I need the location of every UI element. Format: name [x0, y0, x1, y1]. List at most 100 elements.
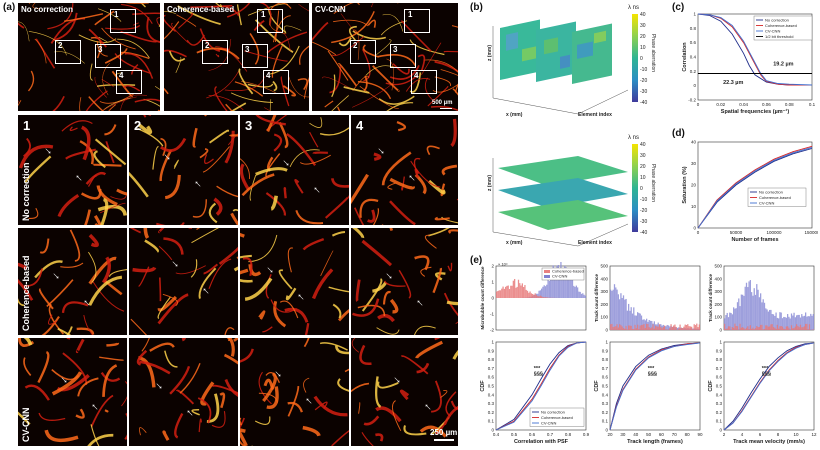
histogram-bar — [754, 328, 757, 330]
scale-bar-zoom — [434, 439, 454, 441]
histogram-bar — [740, 294, 742, 330]
histogram-bar — [689, 326, 691, 330]
histogram-bar — [744, 286, 746, 330]
x-tick-label: 90 — [697, 432, 703, 437]
histogram-bar — [661, 325, 663, 330]
histogram-bar — [551, 274, 553, 298]
histogram-bar — [544, 286, 547, 298]
histogram-bar — [628, 325, 630, 330]
histogram-bar — [736, 302, 739, 330]
histogram-bar — [635, 328, 637, 330]
colorbar-tick: -40 — [640, 230, 648, 236]
histogram-bar — [644, 320, 646, 330]
aberration-layer — [498, 178, 628, 208]
zoom-image-cv-cnn-roi-3 — [240, 338, 349, 446]
histogram-bar — [801, 314, 803, 330]
correlation-chart: 0 0.02 0.04 0.06 0.08 0.110.80.60.40.20-0.2Sp… — [682, 12, 816, 116]
histogram-bar — [730, 312, 732, 330]
histogram-bar — [582, 293, 584, 298]
histogram-bar — [731, 327, 733, 330]
histogram-bar — [787, 326, 789, 330]
histogram-bar — [751, 292, 753, 330]
histogram-bar — [676, 327, 679, 330]
histogram-bar — [757, 289, 759, 330]
histogram-bar — [644, 327, 646, 330]
y-tick-label: 0 — [491, 428, 494, 433]
legend-entry: No correction — [765, 18, 789, 23]
histogram-bar — [564, 266, 566, 298]
colorbar-tick: 40 — [640, 142, 646, 148]
y-tick-label: 0.1 — [602, 419, 609, 424]
histogram-bar — [637, 324, 639, 330]
histogram-bar — [570, 277, 572, 298]
y-tick-label: 500 — [714, 264, 722, 269]
histogram-bar — [653, 328, 655, 330]
colorbar-bottom — [632, 144, 638, 232]
histogram-bar — [634, 315, 636, 330]
y-tick-label: 400 — [600, 276, 608, 281]
y-tick-label: 1 — [719, 340, 722, 345]
histogram-bar — [758, 326, 760, 330]
x-tick-label: 0.8 — [565, 432, 572, 437]
histogram-bar — [651, 327, 653, 330]
annotation: 19.2 µm — [773, 62, 793, 68]
histogram-bar — [688, 326, 690, 330]
histogram-bar — [539, 295, 541, 298]
histogram-bar — [619, 299, 621, 330]
histogram-bar — [775, 312, 777, 330]
histogram-bar — [670, 324, 672, 330]
histogram-bar — [498, 290, 500, 298]
histogram-bar — [528, 292, 530, 298]
y-tick-label: 0 — [719, 328, 722, 333]
significance-stars: §§§ — [762, 371, 771, 377]
zoom-image-no-correction-roi-2 — [129, 115, 238, 225]
histogram-bar — [621, 297, 623, 330]
colorbar-tick: -30 — [640, 89, 648, 95]
histogram-bar — [525, 289, 527, 298]
panel-label-d: (d) — [672, 128, 685, 139]
colorbar-tick: 10 — [640, 175, 646, 181]
y-tick-label: 100 — [600, 315, 608, 320]
histogram-bar — [669, 328, 671, 330]
histogram-bar — [696, 323, 698, 330]
y-tick-label: 0.9 — [716, 348, 723, 353]
phase-aberration-3d-plot-top — [492, 19, 629, 115]
histogram-bar — [754, 294, 757, 330]
y-tick-label: -1 — [490, 312, 494, 317]
roi-box-number: 2 — [353, 41, 358, 50]
histogram-bar — [760, 293, 762, 330]
histogram-bar — [763, 302, 766, 330]
y-tick-label: 2 — [491, 264, 494, 269]
histogram-bar — [798, 327, 800, 330]
row-label-coherence-based: Coherence-based — [21, 255, 31, 331]
histogram-bar — [624, 328, 626, 330]
histogram-bar — [680, 327, 682, 330]
histogram-bar — [573, 285, 575, 298]
microbubble-difference-histogram: 2 1 0 -1 -2 Microbubble count difference × 10⁴… — [480, 262, 587, 333]
roi-box-2 — [55, 40, 81, 64]
histogram-bar — [637, 312, 639, 330]
histogram-bar — [648, 327, 650, 330]
histogram-bar — [625, 325, 627, 330]
y-tick-label: 0.5 — [602, 384, 609, 389]
histogram-bar — [769, 326, 771, 330]
x-axis-label: Correlation with PSF — [514, 439, 569, 445]
colorbar-tick: 30 — [640, 23, 646, 29]
histogram-bar — [767, 311, 769, 330]
histogram-bar — [616, 324, 618, 330]
y-tick-label: 0.6 — [716, 375, 723, 380]
histogram-bar — [665, 326, 667, 330]
histogram-bar — [655, 325, 657, 330]
histogram-bar — [807, 316, 809, 330]
significance-stars: *** — [762, 366, 769, 372]
zoom-image-no-correction-roi-4 — [351, 115, 458, 225]
histogram-bar — [565, 267, 567, 298]
histogram-bar — [542, 297, 544, 298]
histogram-bar — [753, 329, 755, 330]
histogram-bar — [539, 290, 541, 298]
x-tick-label: 70 — [672, 432, 678, 437]
y-axis-label: Microbubble count difference — [480, 266, 485, 330]
y-tick-label: 0 — [605, 328, 608, 333]
y-tick-label: 0.5 — [716, 384, 723, 389]
significance-stars: §§§ — [648, 371, 657, 377]
